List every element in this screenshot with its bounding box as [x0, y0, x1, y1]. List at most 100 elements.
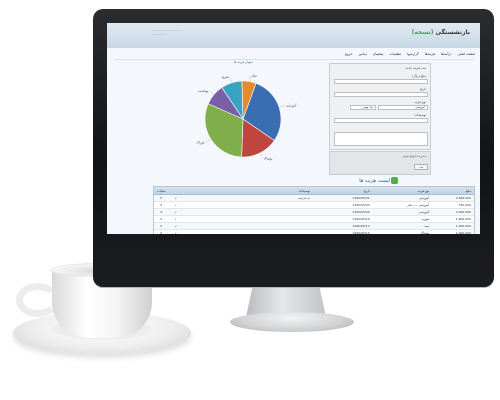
cell-type: بیمه: [424, 224, 430, 228]
pie-label-4: تفریح: [222, 75, 229, 79]
cell-description: [253, 209, 313, 215]
cell-actions: ✕ ✓: [154, 195, 253, 201]
chart-title: نمودار هزینه ها: [234, 60, 253, 64]
header-info: ................................ .......…: [152, 28, 183, 36]
cell-description: [253, 223, 313, 229]
cell-amount: 1,000,000: [455, 224, 471, 228]
edit-check-icon[interactable]: ✓: [174, 196, 178, 200]
cell-type: آموزشی: [418, 196, 430, 200]
pie-chart: آموزشی پوشاک خوراک بهداشت تفریح سایر: [196, 74, 297, 161]
col-description[interactable]: توضیحات: [298, 189, 310, 193]
pie-slice-0[interactable]: [242, 82, 282, 141]
cell-description: [253, 202, 313, 208]
cell-amount: 3,000,000: [455, 210, 471, 214]
table-row[interactable]: 2,500,000 آموزشی 1390/05/01 یه مدرسه ✕ ✓: [154, 195, 474, 202]
pie-label-1: پوشاک: [264, 156, 273, 160]
form-footer: مدیریت انواع هزینه ثبت: [329, 151, 431, 175]
edit-check-icon[interactable]: ✓: [174, 210, 178, 214]
subtype-select[interactable]: ماه بهمن: [350, 105, 376, 110]
table-title: لیست هزینه ها: [359, 178, 390, 184]
nav-item-contact[interactable]: تماس: [358, 52, 367, 56]
table-row[interactable]: 750,000 آموزشی ---- دفتر 1390/05/03 ✕ ✓: [154, 202, 474, 209]
expense-table: مبلغ نوع هزینه تاریخ توضیحات عملیات 2,50…: [153, 186, 475, 234]
list-icon: [391, 177, 398, 184]
edit-check-icon[interactable]: ✓: [174, 231, 178, 234]
logo-main: بازنشستگی: [435, 29, 470, 36]
header-info-line: ................................: [152, 28, 183, 32]
pie-leader-3: [209, 90, 214, 95]
main-nav: صفحه اصلی درآمدها هزینه‌ها گزارشها تنظیم…: [287, 50, 475, 58]
pie-label-3: بهداشت: [198, 89, 208, 93]
table-row[interactable]: 1,600,000 شهریه 1390/05/10 ✕ ✓: [154, 216, 474, 223]
cell-type: آموزشی: [418, 210, 430, 214]
cell-amount: 1,600,000: [455, 217, 471, 221]
cell-date: 1390/05/13: [352, 224, 370, 228]
description-field[interactable]: [334, 118, 428, 123]
pie-label-0: آموزشی: [286, 104, 297, 108]
date-field[interactable]: [334, 92, 428, 97]
cell-type: پوشاک: [420, 231, 430, 234]
delete-icon[interactable]: ✕: [160, 231, 163, 234]
nav-item-backup[interactable]: پشتیبان: [372, 52, 384, 56]
pie-leader-1: [259, 152, 263, 159]
cell-description: [253, 230, 313, 234]
col-type[interactable]: نوع هزینه: [417, 189, 430, 193]
cell-date: 1390/05/01: [352, 196, 370, 200]
nav-item-home[interactable]: صفحه اصلی: [457, 52, 475, 56]
form-title: ثبت هزینه جدید: [405, 66, 426, 70]
table-row[interactable]: 1,000,000 پوشاک 1390/05/15 ✕ ✓: [154, 230, 474, 234]
app-logo[interactable]: بازنشستگی (نسخه): [412, 29, 470, 36]
edit-check-icon[interactable]: ✓: [174, 217, 178, 221]
app-header: ................................ .......…: [107, 23, 480, 48]
table-header: مبلغ نوع هزینه تاریخ توضیحات عملیات: [154, 187, 474, 195]
manage-types-link[interactable]: مدیریت انواع هزینه: [402, 154, 426, 158]
amount-field[interactable]: [334, 79, 428, 84]
cell-description: [253, 216, 313, 222]
expense-chart: آموزشی پوشاک خوراک بهداشت تفریح سایر نمودار ه…: [181, 59, 306, 169]
notes-textarea[interactable]: [334, 132, 428, 146]
table-row[interactable]: 3,000,000 آموزشی 1390/05/05 ✕ ✓: [154, 209, 474, 216]
cell-type: شهریه: [421, 217, 430, 221]
logo-accent: (نسخه): [411, 29, 434, 36]
monitor-base: [230, 312, 354, 332]
table-row[interactable]: 1,000,000 بیمه 1390/05/13 ✕ ✓: [154, 223, 474, 230]
delete-icon[interactable]: ✕: [160, 203, 163, 207]
edit-check-icon[interactable]: ✓: [174, 203, 178, 207]
nav-item-logout[interactable]: خروج: [344, 52, 353, 56]
pie-slice-2[interactable]: [204, 103, 244, 158]
amount-label: مبلغ (ریال): [412, 74, 426, 78]
nav-item-income[interactable]: درآمدها: [441, 52, 452, 56]
type-label: نوع هزینه: [414, 100, 426, 104]
delete-icon[interactable]: ✕: [160, 210, 163, 214]
pie-leader-5: [248, 75, 251, 82]
cell-amount: 750,000: [458, 203, 471, 207]
nav-item-reports[interactable]: گزارشها: [407, 52, 419, 56]
col-amount[interactable]: مبلغ: [465, 189, 471, 193]
cell-amount: 1,000,000: [455, 231, 471, 234]
description-label: توضیحات: [414, 113, 426, 117]
header-info-line: ....... .......: [152, 32, 167, 36]
cell-actions: ✕ ✓: [154, 202, 253, 208]
edit-check-icon[interactable]: ✓: [174, 224, 178, 228]
cell-date: 1390/05/15: [352, 231, 370, 234]
delete-icon[interactable]: ✕: [160, 224, 163, 228]
cell-actions: ✕ ✓: [154, 209, 253, 215]
cell-date: 1390/05/03: [352, 203, 370, 207]
delete-icon[interactable]: ✕: [160, 196, 163, 200]
nav-item-expenses[interactable]: هزینه‌ها: [424, 52, 436, 56]
pie-label-2: خوراک: [196, 140, 205, 144]
nav-item-settings[interactable]: تنظیمات: [389, 52, 402, 56]
cell-amount: 2,500,000: [455, 196, 471, 200]
screen: ................................ .......…: [107, 23, 480, 234]
cell-date: 1390/05/05: [352, 210, 370, 214]
nav-divider: [115, 59, 475, 60]
col-date[interactable]: تاریخ: [363, 189, 370, 193]
table-body: 2,500,000 آموزشی 1390/05/01 یه مدرسه ✕ ✓…: [154, 195, 474, 234]
pie-leader-4: [229, 77, 232, 83]
type-select[interactable]: آموزشی: [378, 105, 428, 110]
delete-icon[interactable]: ✕: [160, 217, 163, 221]
save-button[interactable]: ثبت: [414, 164, 428, 170]
cell-actions: ✕ ✓: [154, 216, 253, 222]
cell-actions: ✕ ✓: [154, 223, 253, 229]
